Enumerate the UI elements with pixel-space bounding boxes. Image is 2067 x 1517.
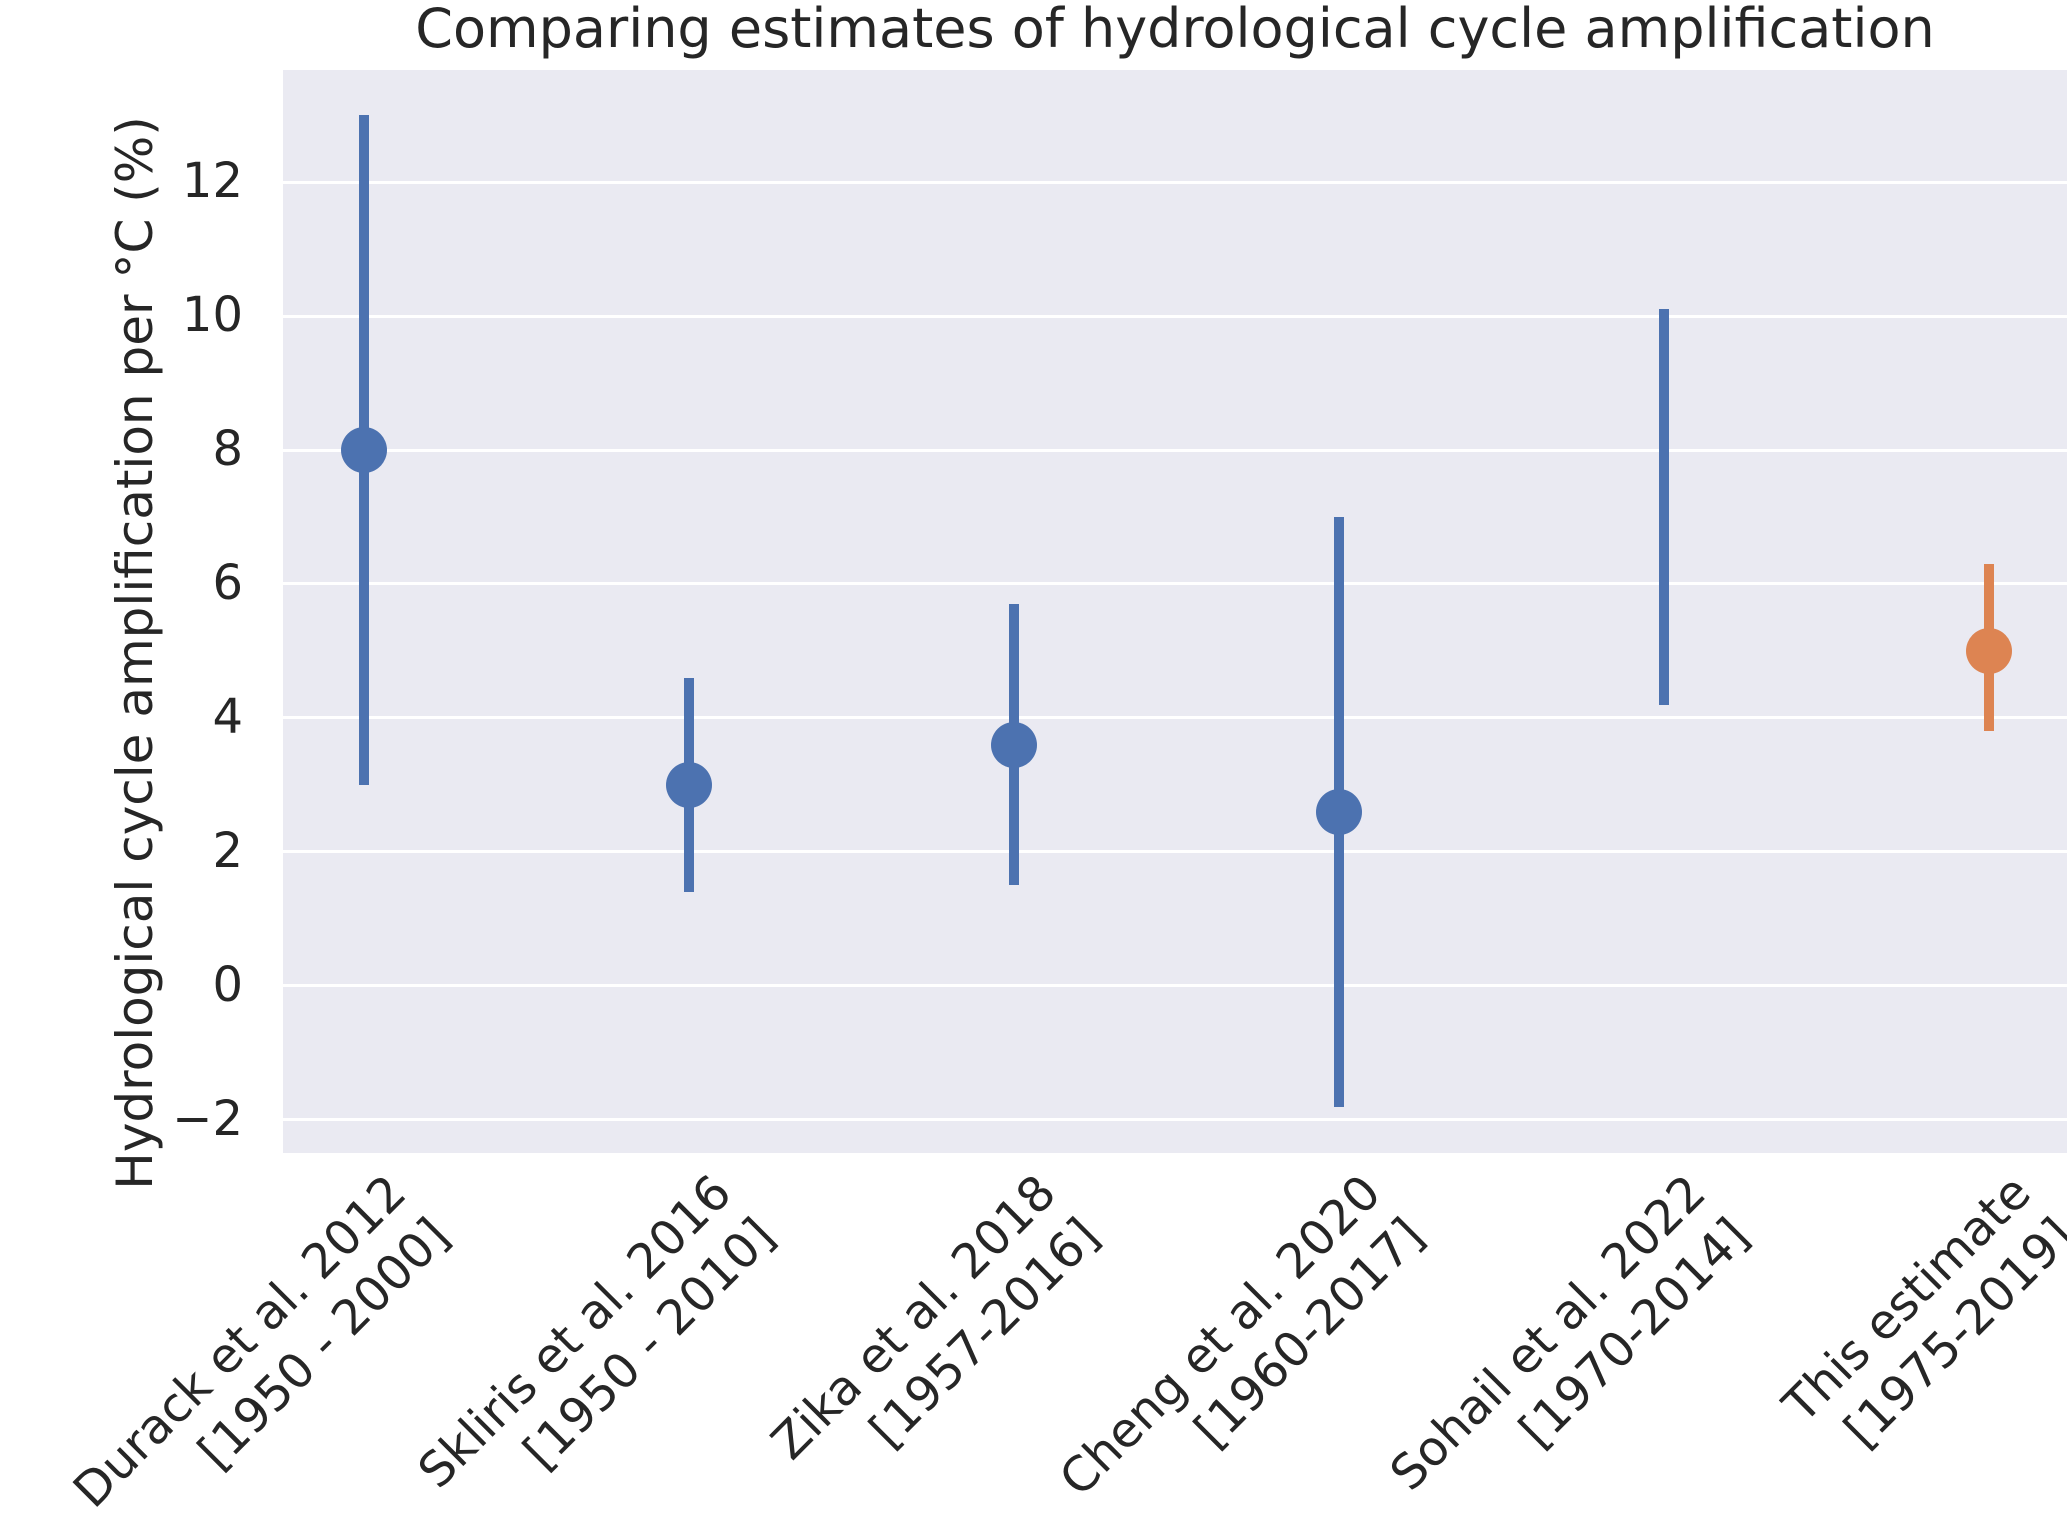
x-tick-label: Durack et al. 2012 [1950 - 2000] (62, 1164, 461, 1517)
gridline (283, 716, 2067, 720)
data-point-marker (1316, 788, 1362, 835)
x-tick-label: Cheng et al. 2020 [1960-2017] (1049, 1164, 1436, 1508)
data-point-marker (991, 721, 1037, 768)
gridline (283, 850, 2067, 854)
gridline (283, 582, 2067, 586)
x-tick-label: This estimate [1975-2019] (1772, 1164, 2067, 1459)
gridline (283, 180, 2067, 184)
x-tick-label: Skliris et al. 2016 [1950 - 2010] (407, 1164, 786, 1500)
plot-area (283, 70, 2067, 1153)
y-tick-label: 0 (212, 956, 243, 1013)
gridline (283, 1118, 2067, 1122)
chart-title: Comparing estimates of hydrological cycl… (415, 0, 1935, 60)
y-tick-label: 2 (212, 822, 243, 879)
gridline (283, 984, 2067, 988)
y-tick-label: 12 (181, 152, 243, 209)
y-tick-label: 10 (181, 286, 243, 343)
data-point-marker (666, 761, 712, 808)
y-axis-label: Hydrological cycle amplification per °C … (106, 116, 164, 1190)
y-tick-label: 4 (212, 688, 243, 745)
x-tick-label: Sohail et al. 2022 [1970-2014] (1379, 1164, 1761, 1502)
data-point-marker (341, 427, 387, 473)
gridline (283, 448, 2067, 452)
y-tick-label: 6 (212, 554, 243, 611)
data-point-marker (1966, 627, 2012, 674)
y-tick-label: 8 (212, 420, 243, 477)
y-tick-label: −2 (172, 1090, 243, 1147)
gridline (283, 314, 2067, 318)
error-bar (1659, 309, 1669, 705)
